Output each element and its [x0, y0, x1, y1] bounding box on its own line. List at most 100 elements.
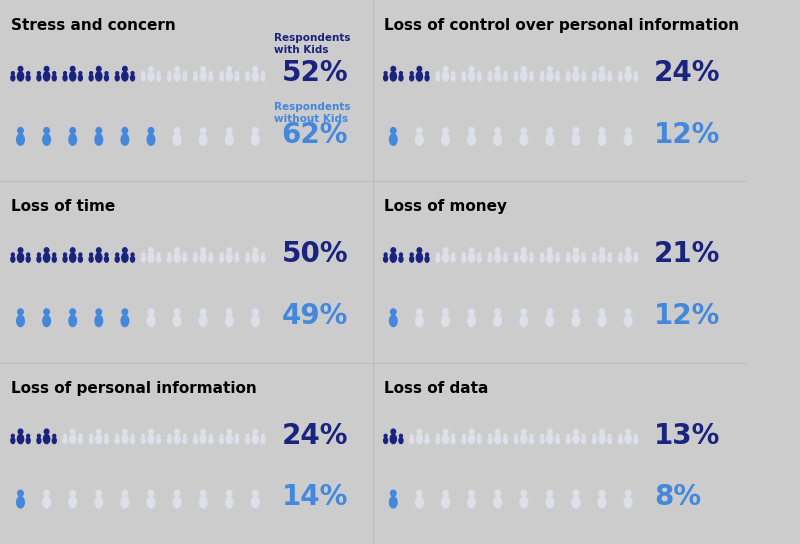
Circle shape	[608, 72, 611, 75]
Circle shape	[18, 490, 23, 496]
Ellipse shape	[174, 72, 180, 81]
Ellipse shape	[194, 437, 198, 443]
Ellipse shape	[451, 75, 455, 81]
Text: 24%: 24%	[282, 422, 348, 449]
Ellipse shape	[261, 437, 265, 443]
Ellipse shape	[174, 497, 181, 508]
Ellipse shape	[182, 75, 186, 81]
Ellipse shape	[42, 497, 50, 508]
Ellipse shape	[416, 434, 422, 443]
Ellipse shape	[18, 72, 24, 81]
Circle shape	[426, 72, 429, 75]
Ellipse shape	[42, 316, 50, 326]
Circle shape	[521, 309, 526, 315]
Circle shape	[210, 72, 212, 75]
Ellipse shape	[174, 134, 181, 145]
Circle shape	[131, 253, 134, 256]
Ellipse shape	[69, 134, 77, 145]
Circle shape	[38, 253, 40, 256]
Circle shape	[399, 72, 402, 75]
Text: 52%: 52%	[282, 59, 348, 87]
Ellipse shape	[69, 316, 77, 326]
Ellipse shape	[252, 434, 258, 443]
Ellipse shape	[122, 72, 128, 81]
Text: Loss of control over personal information: Loss of control over personal informatio…	[384, 18, 739, 33]
Circle shape	[168, 72, 171, 75]
Ellipse shape	[199, 316, 207, 326]
Circle shape	[452, 72, 454, 75]
Ellipse shape	[415, 497, 423, 508]
Circle shape	[426, 253, 429, 256]
Circle shape	[626, 66, 630, 71]
Circle shape	[174, 429, 179, 434]
Circle shape	[567, 434, 570, 437]
Circle shape	[90, 72, 93, 75]
Circle shape	[18, 128, 23, 133]
Ellipse shape	[546, 134, 554, 145]
Ellipse shape	[599, 72, 605, 81]
Ellipse shape	[436, 256, 440, 262]
Circle shape	[600, 429, 604, 434]
Ellipse shape	[78, 256, 82, 262]
Ellipse shape	[410, 437, 414, 443]
Ellipse shape	[121, 316, 129, 326]
Ellipse shape	[390, 434, 397, 443]
Circle shape	[105, 72, 108, 75]
Circle shape	[547, 128, 553, 133]
Circle shape	[470, 66, 474, 71]
Ellipse shape	[147, 497, 154, 508]
Ellipse shape	[226, 316, 233, 326]
Circle shape	[226, 128, 232, 133]
Circle shape	[79, 253, 82, 256]
Ellipse shape	[608, 256, 612, 262]
Ellipse shape	[226, 434, 232, 443]
Ellipse shape	[469, 434, 474, 443]
Circle shape	[70, 490, 75, 496]
Circle shape	[495, 309, 501, 315]
Ellipse shape	[89, 256, 93, 262]
Ellipse shape	[246, 437, 250, 443]
Circle shape	[253, 248, 258, 252]
Ellipse shape	[78, 437, 82, 443]
Circle shape	[44, 429, 49, 434]
Circle shape	[626, 309, 631, 315]
Circle shape	[194, 434, 197, 437]
Circle shape	[634, 72, 638, 75]
Ellipse shape	[555, 437, 559, 443]
Ellipse shape	[540, 256, 544, 262]
Circle shape	[18, 248, 22, 252]
Ellipse shape	[540, 437, 544, 443]
Circle shape	[26, 72, 30, 75]
Circle shape	[495, 66, 500, 71]
Ellipse shape	[182, 256, 186, 262]
Circle shape	[495, 128, 501, 133]
Ellipse shape	[546, 72, 553, 81]
Ellipse shape	[220, 256, 223, 262]
Circle shape	[253, 429, 258, 434]
Circle shape	[626, 128, 631, 133]
Ellipse shape	[514, 75, 518, 81]
Circle shape	[547, 429, 552, 434]
Circle shape	[227, 429, 231, 434]
Circle shape	[26, 434, 30, 437]
Ellipse shape	[599, 434, 605, 443]
Ellipse shape	[598, 497, 606, 508]
Ellipse shape	[384, 75, 387, 81]
Ellipse shape	[37, 437, 41, 443]
Circle shape	[122, 66, 127, 71]
Ellipse shape	[252, 253, 258, 262]
Ellipse shape	[200, 72, 206, 81]
Circle shape	[384, 72, 387, 75]
Circle shape	[541, 434, 544, 437]
Circle shape	[262, 434, 265, 437]
Circle shape	[70, 309, 75, 315]
Circle shape	[26, 253, 30, 256]
Circle shape	[200, 309, 206, 315]
Circle shape	[410, 434, 413, 437]
Circle shape	[504, 253, 506, 256]
Circle shape	[619, 253, 622, 256]
Circle shape	[174, 66, 179, 71]
Circle shape	[97, 429, 101, 434]
Circle shape	[470, 429, 474, 434]
Ellipse shape	[593, 256, 596, 262]
